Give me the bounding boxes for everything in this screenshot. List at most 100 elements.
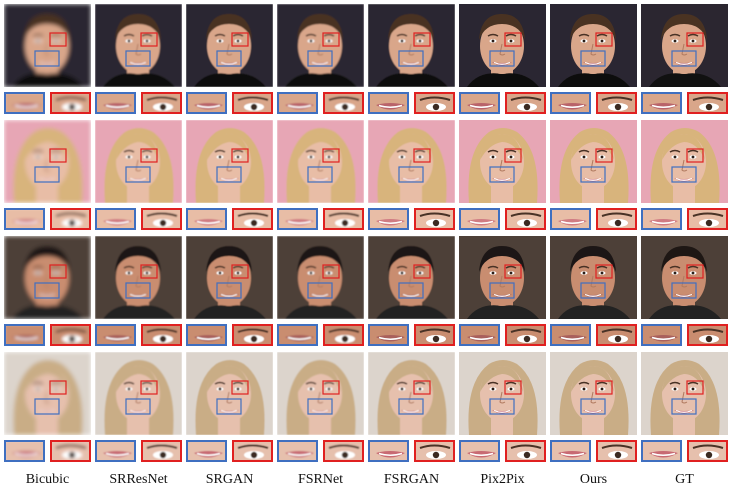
- zoom-eye-image: [143, 326, 180, 344]
- zoom-eye-crop: [141, 92, 182, 114]
- face-image: [459, 120, 546, 203]
- result-cell: [95, 352, 182, 462]
- zoom-mouth-image: [97, 442, 134, 460]
- zoom-eye-crop: [687, 92, 728, 114]
- zoom-eye-crop: [50, 208, 91, 230]
- zoom-mouth-image: [279, 442, 316, 460]
- zoom-eye-crop: [414, 208, 455, 230]
- zoom-eye-image: [598, 442, 635, 460]
- zoom-eye-crop: [141, 440, 182, 462]
- zoom-mouth-crop: [641, 92, 682, 114]
- face-image: [277, 120, 364, 203]
- result-cell: [368, 236, 455, 346]
- zoom-mouth-image: [461, 94, 498, 112]
- face-panel: [459, 120, 546, 203]
- zoom-eye-image: [325, 442, 362, 460]
- result-cell: [95, 236, 182, 346]
- zoom-eye-image: [598, 94, 635, 112]
- zoom-mouth-crop: [368, 440, 409, 462]
- zoom-mouth-image: [461, 442, 498, 460]
- zoom-mouth-crop: [641, 208, 682, 230]
- result-cell: [4, 4, 91, 114]
- face-image: [641, 4, 728, 87]
- zoom-mouth-crop: [95, 92, 136, 114]
- zoom-mouth-image: [370, 442, 407, 460]
- zoom-eye-crop: [687, 440, 728, 462]
- zoom-mouth-crop: [277, 440, 318, 462]
- zoom-mouth-crop: [459, 208, 500, 230]
- face-image: [4, 352, 91, 435]
- zoom-mouth-crop: [4, 208, 45, 230]
- face-image: [95, 352, 182, 435]
- zoom-mouth-crop: [368, 208, 409, 230]
- face-panel: [95, 236, 182, 319]
- zoom-mouth-crop: [368, 92, 409, 114]
- face-image: [368, 4, 455, 87]
- zoom-mouth-image: [461, 326, 498, 344]
- zoom-eye-image: [689, 94, 726, 112]
- zoom-eye-image: [689, 326, 726, 344]
- face-panel: [4, 352, 91, 435]
- zoom-eye-crop: [323, 440, 364, 462]
- zoom-eye-image: [234, 210, 271, 228]
- zoom-eye-image: [52, 442, 89, 460]
- result-cell: [277, 120, 364, 230]
- zoom-eye-crop: [141, 324, 182, 346]
- result-cell: [641, 352, 728, 462]
- zoom-eye-crop: [232, 92, 273, 114]
- zoom-mouth-crop: [459, 324, 500, 346]
- face-image: [641, 236, 728, 319]
- zoom-mouth-image: [6, 94, 43, 112]
- zoom-mouth-image: [188, 210, 225, 228]
- zoom-eye-crop: [414, 440, 455, 462]
- zoom-eye-image: [234, 326, 271, 344]
- zoom-eye-image: [507, 442, 544, 460]
- result-cell: [277, 236, 364, 346]
- zoom-eye-image: [416, 442, 453, 460]
- zoom-mouth-image: [643, 326, 680, 344]
- zoom-eye-image: [325, 210, 362, 228]
- zoom-mouth-crop: [95, 324, 136, 346]
- label-srresnet: SRResNet: [109, 472, 168, 487]
- zoom-mouth-image: [97, 326, 134, 344]
- result-cell: [459, 4, 546, 114]
- label-ours: Ours: [579, 472, 608, 487]
- zoom-eye-crop: [232, 208, 273, 230]
- face-panel: [277, 352, 364, 435]
- zoom-eye-image: [52, 210, 89, 228]
- zoom-mouth-crop: [550, 92, 591, 114]
- face-panel: [641, 236, 728, 319]
- zoom-eye-crop: [505, 92, 546, 114]
- zoom-eye-crop: [687, 324, 728, 346]
- result-cell: [4, 352, 91, 462]
- result-cell: [4, 120, 91, 230]
- zoom-mouth-image: [643, 94, 680, 112]
- zoom-eye-crop: [323, 324, 364, 346]
- face-image: [368, 352, 455, 435]
- face-image: [4, 4, 91, 87]
- result-cell: [186, 120, 273, 230]
- face-panel: [4, 4, 91, 87]
- result-cell: [641, 236, 728, 346]
- zoom-eye-crop: [232, 440, 273, 462]
- zoom-mouth-image: [643, 210, 680, 228]
- zoom-mouth-image: [279, 94, 316, 112]
- zoom-eye-image: [143, 210, 180, 228]
- zoom-eye-crop: [50, 92, 91, 114]
- zoom-eye-crop: [323, 92, 364, 114]
- zoom-eye-image: [416, 94, 453, 112]
- zoom-mouth-crop: [95, 208, 136, 230]
- zoom-eye-image: [52, 326, 89, 344]
- zoom-eye-image: [234, 442, 271, 460]
- zoom-mouth-crop: [550, 440, 591, 462]
- result-cell: [368, 352, 455, 462]
- zoom-mouth-crop: [368, 324, 409, 346]
- face-panel: [459, 352, 546, 435]
- result-cell: [459, 120, 546, 230]
- face-panel: [459, 4, 546, 87]
- zoom-mouth-crop: [95, 440, 136, 462]
- result-cell: [277, 352, 364, 462]
- zoom-mouth-crop: [550, 208, 591, 230]
- zoom-mouth-image: [97, 210, 134, 228]
